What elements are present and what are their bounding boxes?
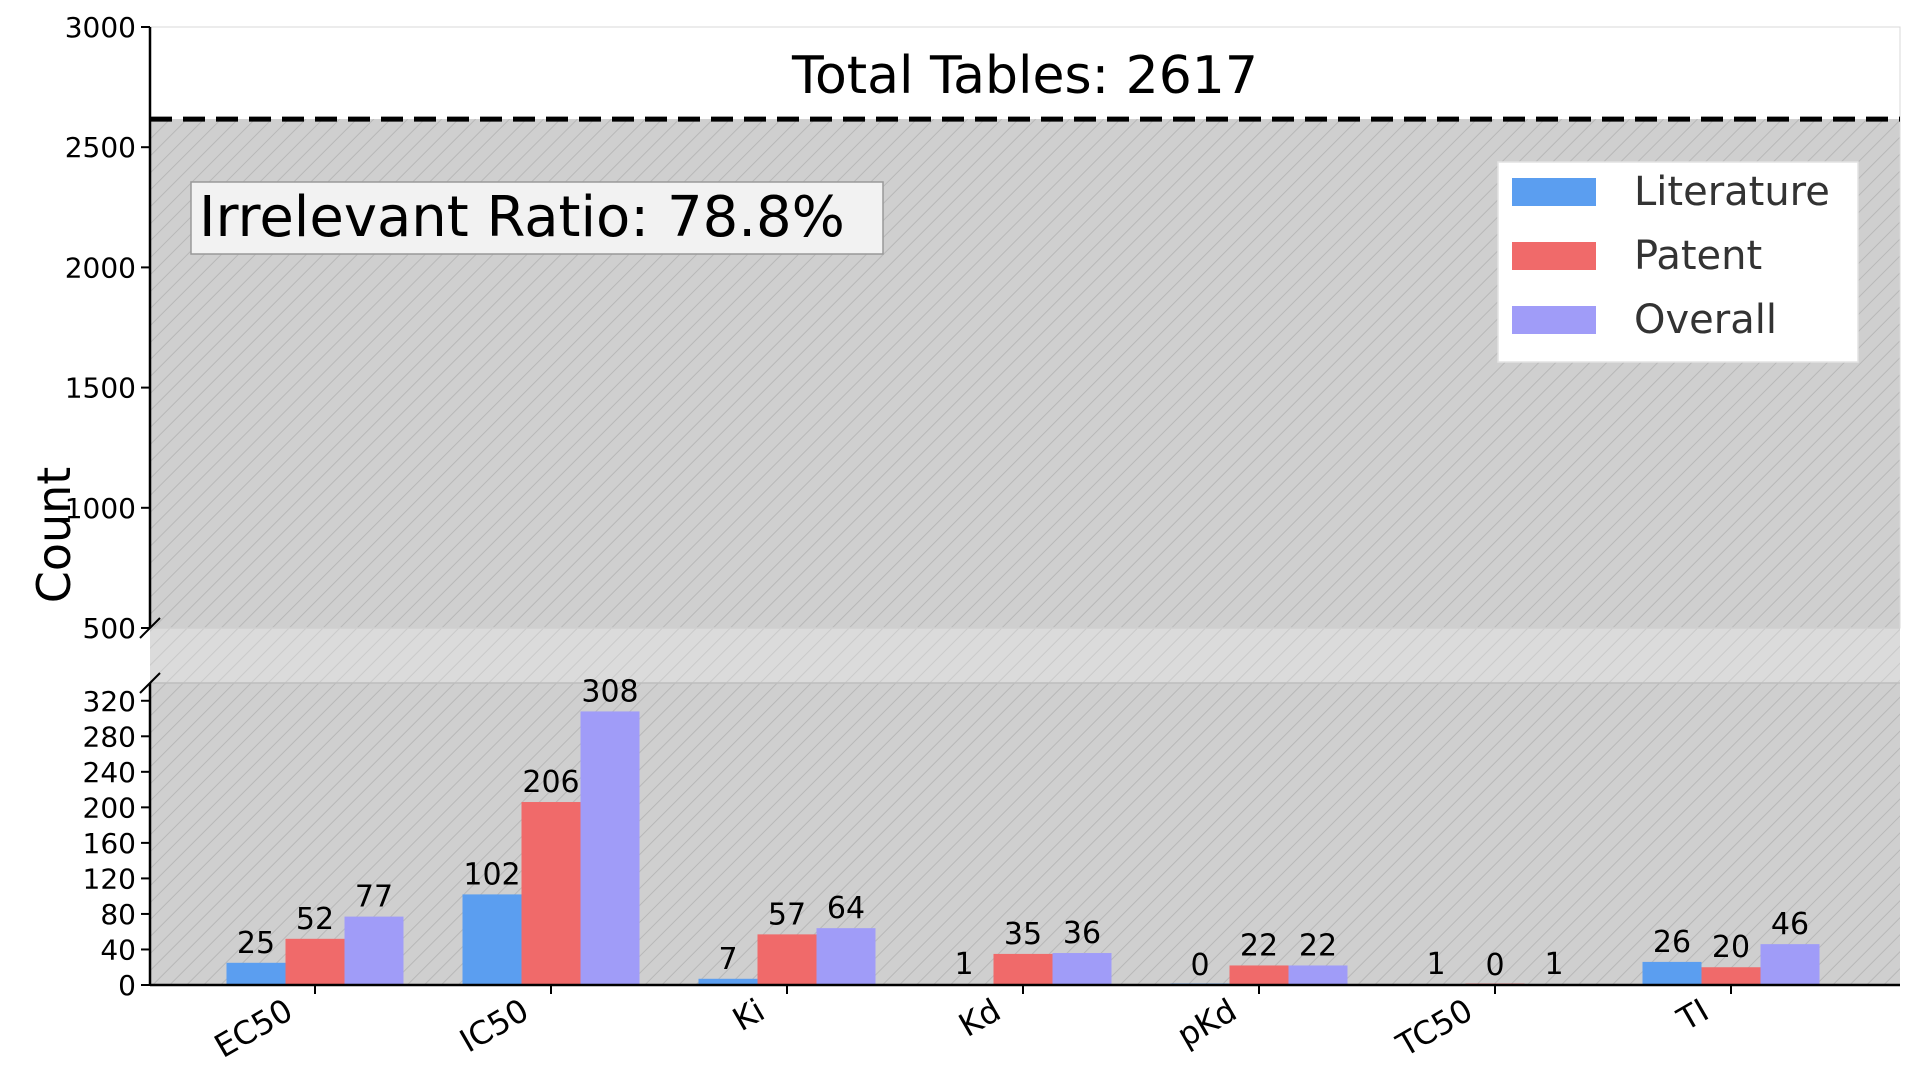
legend-label-overall: Overall [1634,297,1777,343]
bar-patent-ki [757,934,817,985]
bars-group [226,711,1820,985]
bar-value-label: 64 [827,891,865,926]
axis-break-band [150,628,1900,683]
y-tick-label: 320 [83,685,136,718]
bar-literature-ec50 [226,962,286,985]
y-tick-label: 2000 [65,251,136,284]
x-tick-label: Kd [952,991,1007,1045]
bar-value-label: 35 [1004,917,1042,952]
bar-overall-pkd [1288,965,1348,985]
irrelevant-ratio-box [190,181,884,255]
legend-label-literature: Literature [1634,169,1830,215]
bar-patent-ic50 [521,802,581,985]
bar-value-label: 77 [355,880,393,915]
bar-value-label: 1 [1426,947,1445,982]
legend-swatch-overall [1512,306,1596,334]
x-tick-label: TI [1670,991,1715,1039]
x-tick-label: TC50 [1389,991,1479,1065]
bar-value-label: 36 [1063,916,1101,951]
bar-value-label: 22 [1299,928,1337,963]
bar-patent-ti [1701,967,1761,985]
bar-literature-ic50 [462,894,522,985]
x-tick-label: EC50 [208,991,299,1066]
y-tick-label: 160 [83,827,136,860]
bar-patent-kd [993,953,1053,985]
bar-value-label: 1 [1544,947,1563,982]
y-axis-ticks: 500 1000 1500 2000 2500 3000 04080120160200240… [65,11,150,1002]
x-tick-label: IC50 [453,991,535,1060]
legend-label-patent: Patent [1634,233,1762,279]
bar-value-label: 102 [463,857,520,892]
axis-break-mark-lower [139,672,161,694]
bar-patent-pkd [1229,965,1289,985]
legend: Literature Patent Overall [1497,161,1859,363]
bar-value-label: 20 [1712,930,1750,965]
y-tick-label: 280 [83,720,136,753]
y-tick-label: 240 [83,756,136,789]
bar-value-label: 26 [1653,925,1691,960]
y-tick-label: 1000 [65,492,136,525]
y-tick-label: 2500 [65,131,136,164]
bar-overall-ec50 [344,916,404,985]
bar-overall-ti [1760,944,1820,985]
bar-overall-ic50 [580,711,640,985]
bar-value-label: 46 [1771,907,1809,942]
bar-patent-ec50 [285,938,345,985]
bar-value-label: 206 [522,765,579,800]
x-tick-label: Ki [726,991,771,1039]
axis-break-mark-upper [139,617,161,639]
bar-literature-ti [1642,961,1702,985]
irrelevant-ratio-label: Irrelevant Ratio: 78.8% [199,185,845,250]
bar-value-label: 0 [1190,948,1209,983]
bar-value-label: 25 [237,926,275,961]
bar-value-label: 57 [768,897,806,932]
y-tick-label: 3000 [65,11,136,44]
y-tick-label: 40 [100,933,136,966]
x-axis-ticks: EC50 IC50 Ki Kd pKd TC50 TI [208,985,1732,1066]
bar-overall-ki [816,928,876,985]
bar-value-label: 22 [1240,928,1278,963]
y-tick-label: 80 [100,898,136,931]
bar-value-label: 308 [581,674,638,709]
bar-value-label: 52 [296,902,334,937]
bar-value-label: 7 [718,942,737,977]
bar-value-label: 0 [1485,948,1504,983]
y-tick-label: 1500 [65,372,136,405]
y-tick-label: 500 [83,612,136,645]
legend-swatch-patent [1512,242,1596,270]
bar-value-labels: 25 52 77 102 206 308 7 57 64 1 35 36 0 22 22 1 0 1 26 20 46 [237,674,1809,983]
hatched-region-lower [150,683,1900,985]
legend-swatch-literature [1512,178,1596,206]
bar-literature-ki [698,978,758,985]
bar-overall-kd [1052,953,1112,985]
x-tick-label: pKd [1171,991,1243,1055]
y-tick-label: 0 [118,969,136,1002]
y-tick-label: 120 [83,862,136,895]
total-tables-label: Total Tables: 2617 [791,46,1258,106]
y-tick-label: 200 [83,791,136,824]
bar-value-label: 1 [954,947,973,982]
y-axis-label: Count [27,467,81,604]
